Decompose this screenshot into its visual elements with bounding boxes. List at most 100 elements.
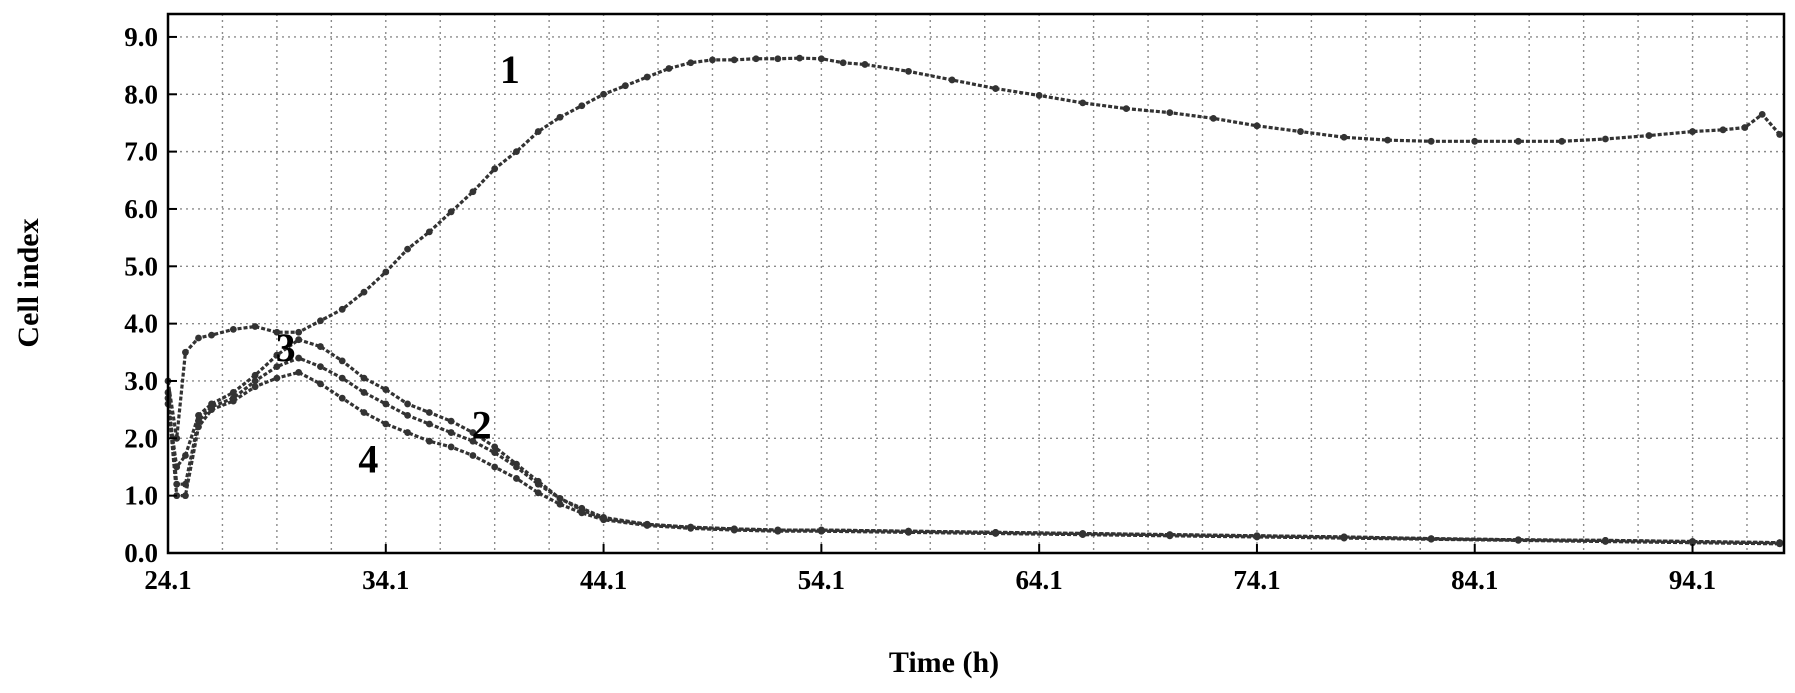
data-point bbox=[578, 102, 586, 110]
data-point bbox=[425, 228, 433, 236]
curve-labels: 1 2 3 4 bbox=[276, 47, 520, 482]
data-point bbox=[425, 437, 433, 445]
data-point bbox=[600, 516, 607, 524]
series-line bbox=[166, 338, 1780, 545]
series-3 bbox=[164, 354, 1784, 547]
y-tick-labels: 0.0 1.0 2.0 3.0 4.0 5.0 6.0 7.0 8.0 9.0 bbox=[124, 22, 177, 568]
data-point bbox=[1253, 533, 1261, 541]
y-tick-label: 5.0 bbox=[124, 251, 158, 281]
data-point bbox=[534, 489, 542, 497]
data-point bbox=[273, 374, 281, 382]
data-point bbox=[317, 363, 324, 371]
data-point bbox=[195, 334, 202, 342]
data-point bbox=[1558, 137, 1566, 145]
data-point bbox=[208, 406, 215, 414]
data-point bbox=[251, 323, 259, 330]
data-point bbox=[1471, 137, 1479, 145]
data-point bbox=[1776, 131, 1784, 138]
curve-label-4: 4 bbox=[358, 437, 378, 482]
grid bbox=[168, 14, 1784, 553]
curve-label-2: 2 bbox=[472, 402, 492, 447]
data-point bbox=[665, 65, 673, 72]
data-point bbox=[1166, 532, 1174, 540]
data-point bbox=[469, 437, 477, 445]
data-point bbox=[1340, 133, 1348, 141]
x-axis-title: Time (h) bbox=[889, 646, 999, 679]
data-point bbox=[447, 429, 455, 436]
data-point bbox=[338, 374, 346, 382]
data-point bbox=[317, 343, 324, 350]
data-point bbox=[317, 380, 324, 388]
data-point bbox=[992, 530, 1000, 537]
data-point bbox=[1689, 539, 1696, 547]
data-point bbox=[338, 305, 346, 313]
data-point bbox=[556, 113, 564, 121]
data-point bbox=[687, 524, 695, 532]
data-point bbox=[447, 417, 455, 425]
data-point bbox=[839, 59, 847, 67]
series-4 bbox=[164, 368, 1784, 548]
data-point bbox=[491, 443, 499, 451]
data-point bbox=[948, 76, 956, 84]
y-tick-label: 9.0 bbox=[124, 22, 158, 52]
data-point bbox=[1035, 92, 1043, 99]
data-point bbox=[1297, 128, 1304, 135]
series-group bbox=[164, 54, 1784, 548]
data-point bbox=[447, 443, 455, 451]
series-1 bbox=[164, 54, 1784, 442]
data-point bbox=[404, 411, 411, 419]
data-point bbox=[1645, 132, 1653, 139]
data-point bbox=[404, 245, 411, 253]
data-point bbox=[817, 55, 825, 63]
data-point bbox=[817, 527, 825, 535]
data-point bbox=[447, 208, 455, 216]
data-point bbox=[1689, 128, 1696, 135]
data-point bbox=[182, 452, 189, 459]
y-tick-label: 8.0 bbox=[124, 79, 158, 109]
y-tick-label: 6.0 bbox=[124, 194, 158, 224]
data-point bbox=[382, 386, 390, 393]
data-point bbox=[774, 55, 782, 63]
data-point bbox=[360, 374, 368, 382]
data-point bbox=[491, 463, 499, 471]
data-point bbox=[251, 371, 259, 379]
data-point bbox=[295, 328, 303, 336]
data-point bbox=[534, 480, 542, 488]
data-point bbox=[251, 383, 259, 391]
data-point bbox=[491, 449, 499, 457]
data-point bbox=[317, 317, 324, 325]
data-point bbox=[182, 492, 189, 500]
data-point bbox=[404, 429, 411, 436]
x-tick-label: 54.1 bbox=[798, 565, 845, 595]
data-point bbox=[469, 188, 477, 196]
data-point bbox=[1166, 109, 1174, 117]
data-point bbox=[621, 82, 629, 90]
y-tick-label: 4.0 bbox=[124, 309, 158, 339]
data-point bbox=[796, 54, 803, 62]
data-point bbox=[861, 61, 869, 68]
series-2 bbox=[164, 336, 1784, 547]
data-point bbox=[578, 509, 586, 517]
data-point bbox=[1719, 126, 1727, 134]
x-tick-label: 24.1 bbox=[144, 565, 191, 595]
data-point bbox=[643, 73, 651, 81]
data-point bbox=[556, 495, 564, 502]
x-tick-label: 94.1 bbox=[1669, 565, 1716, 595]
data-point bbox=[992, 85, 1000, 92]
data-point bbox=[273, 363, 281, 371]
data-point bbox=[425, 420, 433, 428]
data-point bbox=[382, 268, 390, 276]
data-point bbox=[295, 336, 303, 344]
y-tick-label: 2.0 bbox=[124, 423, 158, 453]
plot-frame bbox=[166, 12, 1786, 555]
data-point bbox=[513, 475, 520, 482]
x-tick-label: 34.1 bbox=[362, 565, 409, 595]
data-point bbox=[1384, 136, 1392, 144]
data-point bbox=[273, 328, 281, 336]
data-point bbox=[360, 389, 368, 396]
curve-label-1: 1 bbox=[500, 47, 520, 92]
x-tick-label: 84.1 bbox=[1451, 565, 1498, 595]
data-point bbox=[730, 526, 738, 534]
y-tick-label: 3.0 bbox=[124, 366, 158, 396]
series-line bbox=[166, 356, 1780, 545]
